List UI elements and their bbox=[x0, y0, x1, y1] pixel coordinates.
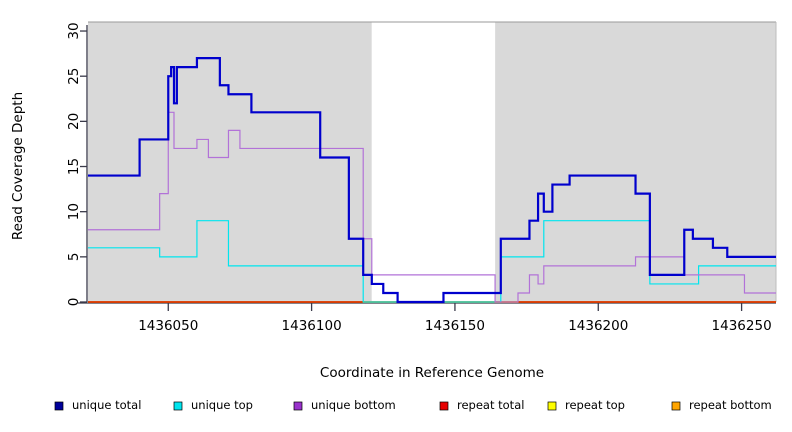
y-tick-label: 0 bbox=[66, 298, 82, 307]
plot-background bbox=[88, 21, 777, 302]
unique-region-left bbox=[88, 22, 372, 302]
x-tick-label: 1436050 bbox=[138, 318, 198, 334]
x-tick-label: 1436250 bbox=[712, 318, 772, 334]
y-tick-label: 30 bbox=[66, 22, 82, 39]
legend-swatch bbox=[547, 401, 557, 411]
legend-item-repeat-bottom[interactable]: repeat bottom bbox=[671, 398, 772, 412]
y-axis-ticks: 0 5 10 15 20 25 30 bbox=[66, 22, 87, 306]
x-tick-label: 1436200 bbox=[568, 318, 628, 334]
legend-item-repeat-total[interactable]: repeat total bbox=[439, 398, 524, 412]
data-series-group bbox=[88, 57, 776, 304]
repeat-region bbox=[371, 22, 496, 302]
series-unique-total bbox=[88, 57, 776, 304]
legend-label: repeat bottom bbox=[689, 398, 772, 412]
legend-label: unique bottom bbox=[311, 398, 396, 412]
legend-item-unique-total[interactable]: unique total bbox=[54, 398, 141, 412]
legend-item-unique-bottom[interactable]: unique bottom bbox=[293, 398, 396, 412]
legend-label: unique total bbox=[72, 398, 141, 412]
y-tick-label: 10 bbox=[66, 203, 82, 220]
legend-label: repeat total bbox=[457, 398, 524, 412]
legend-swatch bbox=[439, 401, 449, 411]
series-unique-bottom bbox=[88, 111, 776, 303]
x-axis-ticks: 1436050 1436100 1436150 1436200 1436250 bbox=[138, 303, 772, 334]
y-tick-label: 25 bbox=[66, 68, 82, 85]
legend-label: repeat top bbox=[565, 398, 625, 412]
legend-swatch bbox=[54, 401, 64, 411]
legend-swatch bbox=[671, 401, 681, 411]
legend: unique total unique top unique bottom repea… bbox=[54, 398, 772, 412]
y-tick-label: 5 bbox=[66, 253, 82, 262]
legend-swatch bbox=[293, 401, 303, 411]
legend-label: unique top bbox=[191, 398, 253, 412]
unique-region-right bbox=[495, 22, 776, 302]
legend-item-unique-top[interactable]: unique top bbox=[173, 398, 253, 412]
y-tick-label: 15 bbox=[66, 158, 82, 175]
y-tick-label: 20 bbox=[66, 113, 82, 130]
y-axis-label: Read Coverage Depth bbox=[10, 92, 26, 240]
x-tick-label: 1436150 bbox=[425, 318, 485, 334]
x-tick-label: 1436100 bbox=[282, 318, 342, 334]
legend-swatch bbox=[173, 401, 183, 411]
x-axis-label: Coordinate in Reference Genome bbox=[320, 365, 544, 381]
legend-item-repeat-top[interactable]: repeat top bbox=[547, 398, 625, 412]
